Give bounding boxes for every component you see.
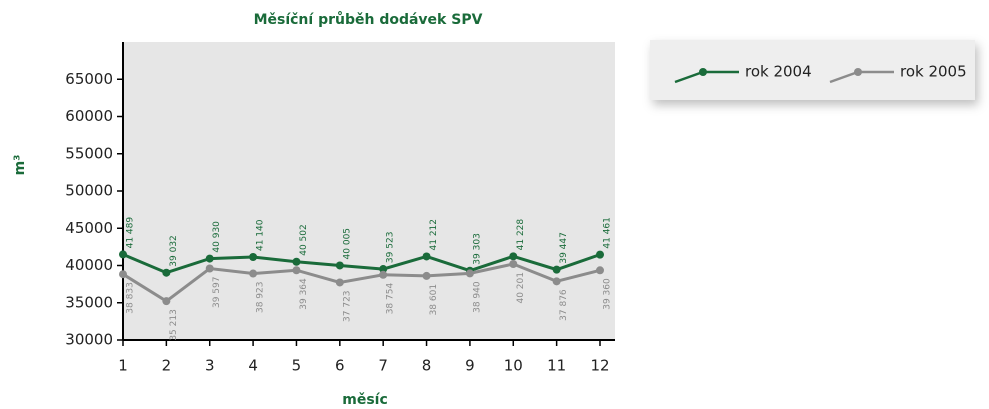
x-tick-label: 12: [590, 357, 609, 375]
value-label: 39 303: [472, 233, 482, 265]
value-label: 40 201: [516, 272, 526, 304]
y-tick-label: 65000: [65, 70, 113, 88]
value-label: 39 447: [559, 232, 569, 264]
point: [596, 250, 604, 259]
point: [292, 257, 301, 266]
y-tick-label: 45000: [65, 219, 113, 237]
value-label: 40 502: [299, 224, 309, 256]
point: [119, 250, 127, 259]
legend-marker: [699, 68, 707, 76]
y-tick-label: 35000: [65, 293, 113, 311]
point: [249, 253, 258, 262]
x-tick-label: 3: [205, 357, 215, 375]
point: [162, 268, 171, 277]
value-label: 38 940: [472, 281, 482, 313]
legend-marker: [854, 68, 862, 76]
x-tick-label: 6: [335, 357, 345, 375]
value-label: 35 213: [169, 309, 179, 341]
value-label: 39 523: [386, 232, 396, 264]
plot-area: [123, 42, 615, 340]
value-label: 39 597: [212, 277, 222, 309]
y-axis-label: m³: [12, 155, 28, 176]
value-label: 40 930: [212, 221, 222, 253]
x-tick-label: 10: [504, 357, 523, 375]
point: [552, 277, 561, 286]
y-tick-label: 55000: [65, 144, 113, 162]
x-tick-label: 5: [292, 357, 302, 375]
point: [509, 260, 518, 269]
point: [162, 297, 171, 306]
point: [292, 266, 301, 275]
point: [249, 269, 258, 278]
value-label: 39 032: [169, 235, 179, 267]
value-label: 41 212: [429, 219, 439, 251]
point: [422, 271, 431, 280]
value-label: 38 601: [429, 284, 439, 316]
value-label: 41 140: [256, 219, 266, 251]
point: [205, 254, 214, 263]
point: [422, 252, 431, 261]
value-label: 41 461: [603, 217, 613, 249]
chart-title: Měsíční průběh dodávek SPV: [254, 11, 483, 28]
value-label: 39 360: [603, 278, 613, 310]
y-tick-label: 40000: [65, 256, 113, 274]
x-tick-label: 11: [547, 357, 566, 375]
y-tick-label: 50000: [65, 182, 113, 200]
x-tick-label: 2: [162, 357, 172, 375]
value-label: 38 833: [126, 282, 136, 314]
value-label: 38 754: [386, 283, 396, 315]
y-tick-label: 60000: [65, 107, 113, 125]
point: [379, 270, 388, 279]
value-label: 41 489: [126, 217, 136, 249]
legend-label: rok 2004: [745, 63, 812, 81]
x-tick-label: 4: [248, 357, 258, 375]
point: [596, 266, 604, 275]
value-label: 38 923: [256, 282, 266, 314]
x-tick-label: 7: [378, 357, 388, 375]
value-label: 40 005: [342, 228, 352, 260]
point: [465, 269, 474, 278]
point: [119, 270, 127, 279]
point: [335, 278, 344, 287]
series-line: [122, 262, 601, 303]
value-label: 37 876: [559, 289, 569, 321]
point: [509, 252, 518, 261]
point: [552, 265, 561, 274]
x-tick-label: 9: [465, 357, 475, 375]
y-tick-label: 30000: [65, 331, 113, 349]
value-label: 39 364: [299, 278, 309, 310]
point: [335, 261, 344, 270]
value-label: 41 228: [516, 219, 526, 251]
x-axis-label: měsíc: [342, 392, 388, 408]
x-tick-label: 1: [118, 357, 128, 375]
x-tick-label: 8: [422, 357, 432, 375]
point: [205, 264, 214, 273]
point: [379, 265, 388, 274]
value-label: 37 723: [342, 290, 352, 322]
legend-label: rok 2005: [900, 63, 967, 81]
series-line: [122, 253, 601, 275]
